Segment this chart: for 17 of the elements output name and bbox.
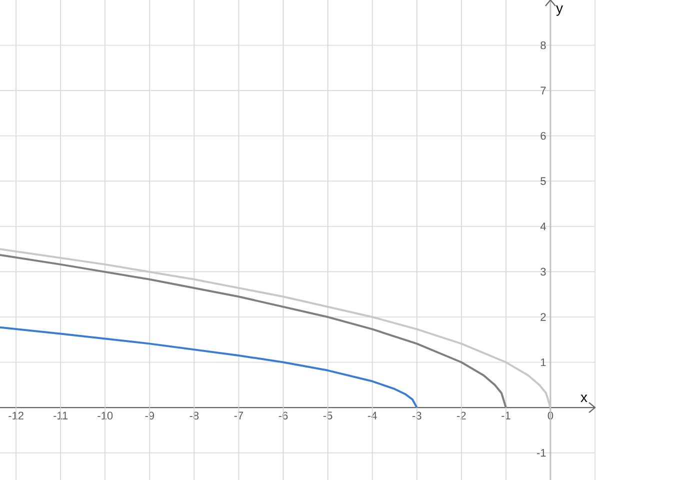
y-tick-label: 2 [540, 313, 546, 321]
y-tick-label: 7 [540, 86, 546, 94]
y-tick-label: 8 [540, 41, 546, 50]
y-tick-label: 6 [540, 132, 546, 140]
y-tick-label: -1 [536, 449, 546, 457]
x-tick-label: -7 [234, 412, 244, 420]
y-axis-title: y [556, 6, 563, 16]
x-tick-label: -10 [98, 412, 113, 420]
y-tick-label: 4 [540, 222, 546, 230]
x-axis-title: x [580, 394, 588, 402]
line-series [0, 326, 418, 409]
x-tick-label: -12 [8, 412, 24, 420]
y-tick-label: 1 [540, 358, 546, 366]
y-tick-label: 5 [540, 177, 546, 185]
x-tick-label: -11 [54, 412, 68, 420]
y-tick-label: 3 [540, 268, 546, 276]
x-tick-label: -1 [502, 412, 510, 420]
